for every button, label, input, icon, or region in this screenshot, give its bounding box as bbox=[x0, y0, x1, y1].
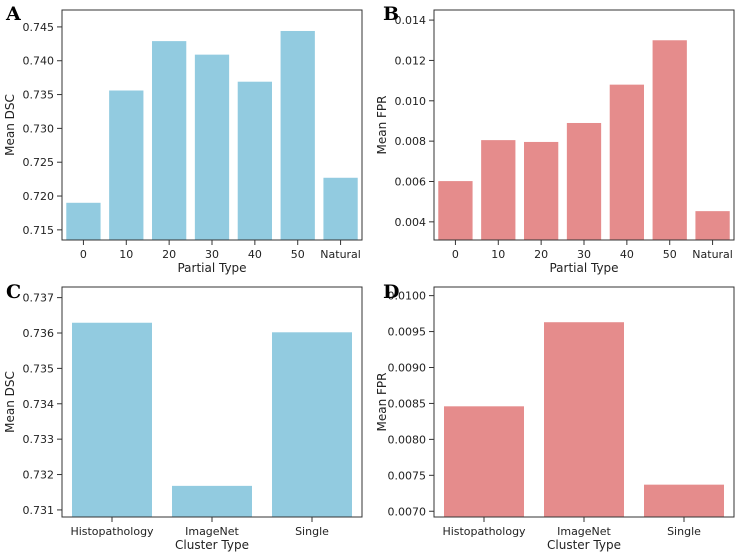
bar-a-20 bbox=[152, 41, 187, 240]
panel-letter-b: B bbox=[383, 3, 399, 25]
y-tick-label-d: 0.0070 bbox=[388, 505, 427, 518]
bar-a-50 bbox=[280, 30, 315, 241]
y-tick-label-a: 0.745 bbox=[23, 21, 55, 34]
panel-a: 0.715 0.720 0.725 0.730 0.735 0.740 0.745 0 10 20… bbox=[3, 3, 363, 275]
x-tick-label-b: 30 bbox=[577, 248, 591, 261]
y-tick-label-c: 0.732 bbox=[23, 469, 55, 482]
y-tick-label-c: 0.734 bbox=[23, 398, 55, 411]
bar-a-40 bbox=[237, 81, 272, 241]
y-tick-label-b: 0.008 bbox=[395, 135, 427, 148]
x-tick-label-a: Natural bbox=[320, 248, 361, 261]
y-tick-label-c: 0.731 bbox=[23, 504, 55, 517]
panel-b: 0.004 0.006 0.008 0.010 0.012 0.014 0 10 20 30 40 5… bbox=[375, 3, 735, 275]
x-tick-label-a: 30 bbox=[205, 248, 219, 261]
x-axis-label-c: Cluster Type bbox=[175, 538, 249, 552]
y-tick-label-d: 0.0085 bbox=[388, 397, 427, 410]
bar-a-30 bbox=[194, 54, 230, 240]
panel-d: 0.0070 0.0075 0.0080 0.0085 0.0090 0.0095 0.01… bbox=[375, 281, 735, 552]
x-axis-label-a: Partial Type bbox=[177, 261, 246, 275]
y-axis-label-a: Mean DSC bbox=[3, 94, 17, 156]
panel-letter-a: A bbox=[5, 3, 21, 25]
bar-a-0 bbox=[66, 202, 101, 240]
x-tick-label-b: 20 bbox=[534, 248, 548, 261]
x-tick-label-a: 10 bbox=[119, 248, 133, 261]
x-tick-label-a: 0 bbox=[80, 248, 87, 261]
x-tick-label-a: 50 bbox=[291, 248, 305, 261]
x-tick-label-c: Histopathology bbox=[70, 525, 154, 538]
y-tick-label-b: 0.004 bbox=[395, 216, 427, 229]
bar-b-30 bbox=[566, 122, 602, 240]
y-axis-label-d: Mean FPR bbox=[375, 373, 389, 432]
y-tick-label-a: 0.735 bbox=[23, 89, 55, 102]
y-tick-label-d: 0.0100 bbox=[388, 290, 427, 303]
x-tick-label-c: ImageNet bbox=[185, 525, 239, 538]
y-tick-label-a: 0.730 bbox=[23, 122, 55, 135]
y-tick-label-d: 0.0075 bbox=[388, 469, 427, 482]
y-axis-label-b: Mean FPR bbox=[375, 96, 389, 155]
bar-b-0 bbox=[438, 181, 473, 240]
y-tick-label-d: 0.0080 bbox=[388, 433, 427, 446]
bar-b-10 bbox=[481, 140, 516, 240]
x-tick-label-b: 40 bbox=[620, 248, 634, 261]
y-tick-label-d: 0.0090 bbox=[388, 362, 427, 375]
y-tick-label-b: 0.014 bbox=[395, 14, 427, 27]
y-tick-label-c: 0.737 bbox=[23, 292, 55, 305]
x-tick-label-a: 40 bbox=[248, 248, 262, 261]
bar-d-single bbox=[644, 484, 724, 517]
y-tick-label-a: 0.740 bbox=[23, 55, 55, 68]
y-tick-label-c: 0.735 bbox=[23, 362, 55, 375]
x-tick-label-b: 10 bbox=[491, 248, 505, 261]
bar-a-10 bbox=[109, 90, 144, 240]
bar-a-natural bbox=[323, 177, 358, 240]
bar-d-imagenet bbox=[544, 322, 624, 517]
x-tick-label-a: 20 bbox=[162, 248, 176, 261]
bar-c-histopathology bbox=[72, 322, 152, 517]
y-tick-label-c: 0.733 bbox=[23, 433, 55, 446]
y-tick-label-b: 0.012 bbox=[395, 54, 427, 67]
y-axis-label-c: Mean DSC bbox=[3, 371, 17, 433]
panel-letter-d: D bbox=[383, 281, 399, 303]
bar-b-natural bbox=[695, 211, 730, 240]
y-tick-label-b: 0.006 bbox=[395, 175, 427, 188]
bar-d-histopathology bbox=[444, 406, 524, 517]
y-tick-label-d: 0.0095 bbox=[388, 326, 427, 339]
x-axis-label-b: Partial Type bbox=[549, 261, 618, 275]
y-tick-label-c: 0.736 bbox=[23, 327, 55, 340]
y-tick-label-a: 0.725 bbox=[23, 156, 55, 169]
y-tick-label-a: 0.715 bbox=[23, 224, 55, 237]
panel-c: 0.731 0.732 0.733 0.734 0.735 0.736 0.737 Histo… bbox=[3, 281, 363, 552]
bar-c-imagenet bbox=[172, 485, 252, 517]
y-tick-label-b: 0.010 bbox=[395, 95, 427, 108]
x-tick-label-d: Single bbox=[667, 525, 701, 538]
x-tick-label-c: Single bbox=[295, 525, 329, 538]
bar-b-50 bbox=[652, 40, 687, 241]
y-tick-label-a: 0.720 bbox=[23, 190, 55, 203]
bar-c-single bbox=[272, 332, 352, 517]
x-tick-label-d: Histopathology bbox=[442, 525, 526, 538]
x-tick-label-b: 0 bbox=[452, 248, 459, 261]
x-tick-label-b: Natural bbox=[692, 248, 733, 261]
panel-letter-c: C bbox=[6, 281, 21, 303]
bar-b-20 bbox=[524, 141, 559, 240]
x-axis-label-d: Cluster Type bbox=[547, 538, 621, 552]
x-tick-label-d: ImageNet bbox=[557, 525, 611, 538]
x-tick-label-b: 50 bbox=[663, 248, 677, 261]
bar-b-40 bbox=[609, 84, 644, 240]
